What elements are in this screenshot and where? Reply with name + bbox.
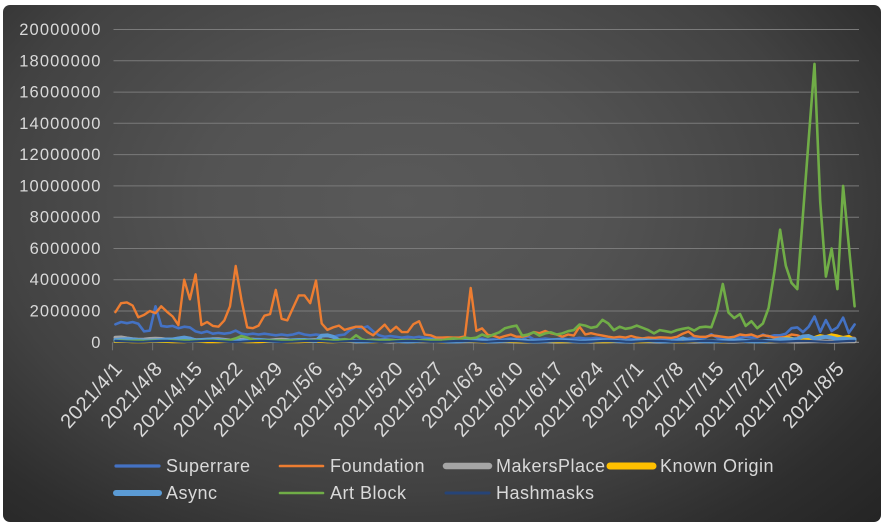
svg-text:Async: Async <box>166 483 218 503</box>
svg-text:18000000: 18000000 <box>19 52 101 70</box>
svg-text:16000000: 16000000 <box>19 84 101 102</box>
svg-text:Known Origin: Known Origin <box>660 456 774 476</box>
svg-text:12000000: 12000000 <box>19 146 101 164</box>
svg-text:MakersPlace: MakersPlace <box>496 456 606 476</box>
svg-text:Art Block: Art Block <box>330 483 407 503</box>
svg-text:10000000: 10000000 <box>19 177 101 195</box>
svg-text:Foundation: Foundation <box>330 456 425 476</box>
svg-text:6000000: 6000000 <box>30 240 102 258</box>
svg-text:4000000: 4000000 <box>30 271 102 289</box>
svg-text:14000000: 14000000 <box>19 115 101 133</box>
svg-text:20000000: 20000000 <box>19 21 101 39</box>
svg-text:2000000: 2000000 <box>30 303 102 321</box>
svg-text:Superrare: Superrare <box>166 456 251 476</box>
svg-text:Hashmasks: Hashmasks <box>496 483 595 503</box>
svg-text:8000000: 8000000 <box>30 209 102 227</box>
svg-text:0: 0 <box>91 334 101 352</box>
